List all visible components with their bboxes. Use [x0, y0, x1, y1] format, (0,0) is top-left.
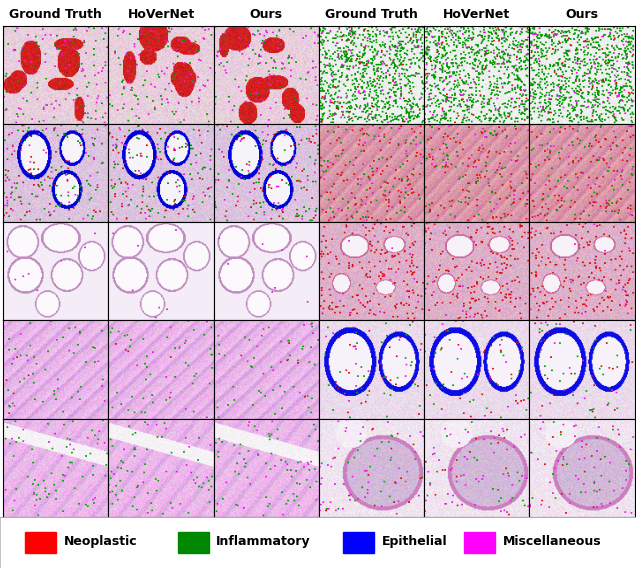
Text: Ours: Ours — [565, 8, 598, 21]
Text: Epithelial: Epithelial — [382, 535, 447, 548]
Text: Miscellaneous: Miscellaneous — [502, 535, 601, 548]
Text: Inflammatory: Inflammatory — [216, 535, 311, 548]
Text: Ground Truth: Ground Truth — [10, 8, 102, 21]
Bar — [25, 532, 56, 553]
Bar — [178, 532, 209, 553]
Text: HoVerNet: HoVerNet — [127, 8, 195, 21]
Text: HoVerNet: HoVerNet — [443, 8, 511, 21]
Text: Neoplastic: Neoplastic — [64, 535, 137, 548]
Text: Ours: Ours — [250, 8, 283, 21]
Bar — [464, 532, 495, 553]
Text: Ground Truth: Ground Truth — [325, 8, 418, 21]
Bar — [343, 532, 374, 553]
